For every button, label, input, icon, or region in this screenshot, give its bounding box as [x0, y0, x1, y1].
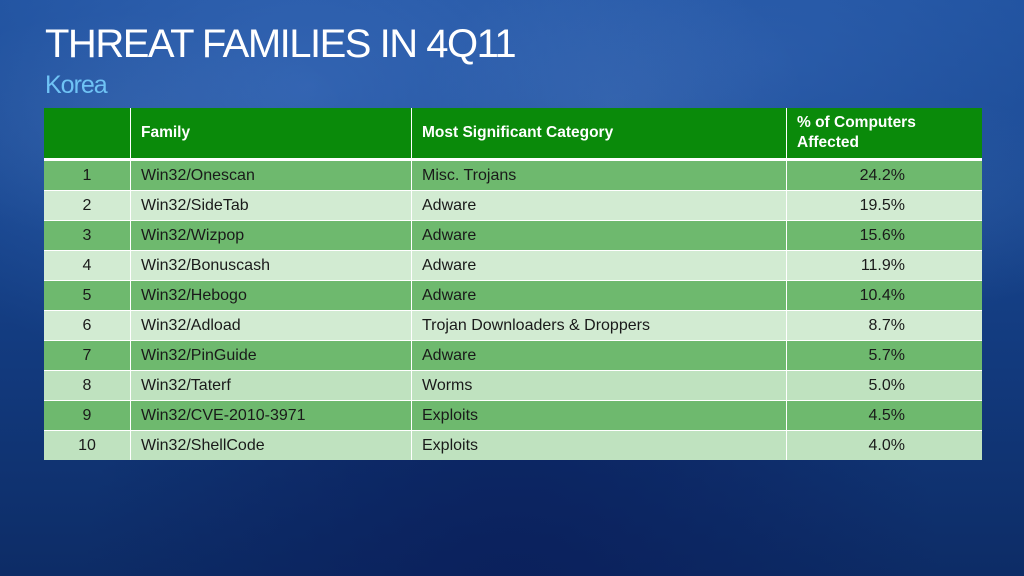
table-row: 8 Win32/Taterf Worms 5.0% — [44, 370, 982, 401]
table-row: 5 Win32/Hebogo Adware 10.4% — [44, 280, 982, 311]
rank-cell: 1 — [44, 159, 131, 191]
category-cell: Adware — [411, 280, 787, 311]
header-family: Family — [130, 108, 412, 160]
header-rank — [44, 108, 131, 160]
header-percent: % of Computers Affected — [786, 108, 982, 160]
table-row: 3 Win32/Wizpop Adware 15.6% — [44, 220, 982, 251]
percent-cell: 19.5% — [786, 190, 982, 221]
family-cell: Win32/Bonuscash — [130, 250, 412, 281]
category-cell: Adware — [411, 220, 787, 251]
family-cell: Win32/Hebogo — [130, 280, 412, 311]
table-row: 2 Win32/SideTab Adware 19.5% — [44, 190, 982, 221]
category-cell: Adware — [411, 250, 787, 281]
table-row: 10 Win32/ShellCode Exploits 4.0% — [44, 430, 982, 460]
table-header-row: Family Most Significant Category % of Co… — [44, 108, 982, 160]
table-row: 9 Win32/CVE-2010-3971 Exploits 4.5% — [44, 400, 982, 431]
category-cell: Adware — [411, 340, 787, 371]
family-cell: Win32/Taterf — [130, 370, 412, 401]
family-cell: Win32/PinGuide — [130, 340, 412, 371]
percent-cell: 8.7% — [786, 310, 982, 341]
category-cell: Worms — [411, 370, 787, 401]
percent-cell: 5.7% — [786, 340, 982, 371]
percent-cell: 11.9% — [786, 250, 982, 281]
rank-cell: 9 — [44, 400, 131, 431]
rank-cell: 8 — [44, 370, 131, 401]
percent-cell: 5.0% — [786, 370, 982, 401]
rank-cell: 2 — [44, 190, 131, 221]
family-cell: Win32/Adload — [130, 310, 412, 341]
rank-cell: 5 — [44, 280, 131, 311]
family-cell: Win32/SideTab — [130, 190, 412, 221]
threat-families-table: Family Most Significant Category % of Co… — [44, 108, 982, 460]
family-cell: Win32/Wizpop — [130, 220, 412, 251]
slide-subtitle: Korea — [45, 71, 108, 99]
family-cell: Win32/ShellCode — [130, 430, 412, 460]
percent-cell: 15.6% — [786, 220, 982, 251]
category-cell: Adware — [411, 190, 787, 221]
category-cell: Exploits — [411, 400, 787, 431]
category-cell: Misc. Trojans — [411, 159, 787, 191]
table-row: 6 Win32/Adload Trojan Downloaders & Drop… — [44, 310, 982, 341]
percent-cell: 24.2% — [786, 159, 982, 191]
rank-cell: 4 — [44, 250, 131, 281]
table-row: 7 Win32/PinGuide Adware 5.7% — [44, 340, 982, 371]
percent-cell: 4.5% — [786, 400, 982, 431]
table-row: 4 Win32/Bonuscash Adware 11.9% — [44, 250, 982, 281]
rank-cell: 6 — [44, 310, 131, 341]
percent-cell: 10.4% — [786, 280, 982, 311]
category-cell: Trojan Downloaders & Droppers — [411, 310, 787, 341]
family-cell: Win32/Onescan — [130, 159, 412, 191]
family-cell: Win32/CVE-2010-3971 — [130, 400, 412, 431]
table-row: 1 Win32/Onescan Misc. Trojans 24.2% — [44, 159, 982, 191]
percent-cell: 4.0% — [786, 430, 982, 460]
category-cell: Exploits — [411, 430, 787, 460]
rank-cell: 3 — [44, 220, 131, 251]
rank-cell: 7 — [44, 340, 131, 371]
slide-title: THREAT FAMILIES IN 4Q11 — [45, 22, 517, 66]
header-category: Most Significant Category — [411, 108, 787, 160]
rank-cell: 10 — [44, 430, 131, 460]
